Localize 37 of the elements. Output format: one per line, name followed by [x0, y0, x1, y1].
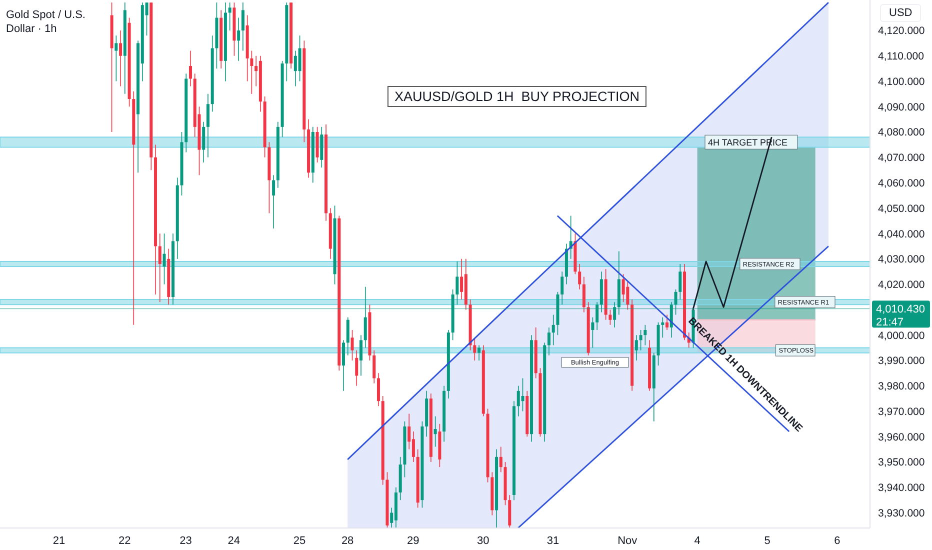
y-tick-label: 4,070.000: [878, 152, 925, 164]
y-tick-label: 4,040.000: [878, 228, 925, 240]
y-tick-label: 4,110.000: [878, 50, 924, 63]
text: XAUUSD/GOLD 1H BUY PROJECTION: [387, 86, 647, 107]
y-tick-label: 4,030.000: [878, 254, 925, 266]
x-tick-label: 4: [694, 534, 700, 547]
y-tick-label: 3,970.000: [878, 406, 925, 418]
ref-line-label: 4,010.430: [876, 304, 925, 316]
x-tick-label: 24: [228, 534, 240, 547]
y-tick-label: 4,120.000: [878, 25, 925, 38]
y-tick-label: 3,990.000: [878, 355, 925, 368]
x-tick-label: 30: [476, 534, 490, 547]
x-tick-label: Nov: [618, 534, 638, 547]
y-tick-label: 3,980.000: [878, 380, 925, 393]
x-tick-label: 28: [341, 534, 354, 547]
x-tick-label: 21: [52, 534, 66, 547]
x-tick-label: 6: [834, 534, 840, 547]
y-tick-label: 3,950.000: [878, 456, 925, 469]
y-tick-label: 3,960.000: [878, 431, 925, 444]
y-tick-label: 4,000.000: [878, 330, 925, 342]
text: Gold Spot / U.S. Dollar · 1h: [6, 8, 86, 36]
y-axis-title: USD: [880, 4, 922, 22]
y-tick-label: 4,080.000: [878, 126, 925, 139]
y-tick-label: 4,090.000: [878, 101, 925, 114]
text: 21:47: [876, 316, 904, 329]
x-tick-label: 22: [118, 534, 131, 547]
x-tick-label: 23: [180, 534, 192, 547]
y-tick-label: 4,100.000: [878, 76, 925, 88]
x-tick-label: 5: [764, 534, 770, 547]
x-tick-label: 31: [546, 534, 560, 547]
y-tick-label: 4,020.000: [878, 279, 925, 292]
x-tick-label: 29: [407, 534, 420, 547]
y-tick-label: 3,940.000: [878, 482, 925, 494]
y-tick-label: 4,050.000: [878, 202, 925, 215]
y-tick-label: 4,060.000: [878, 177, 925, 190]
y-tick-label: 3,930.000: [878, 507, 925, 520]
x-tick-label: 25: [293, 534, 306, 547]
